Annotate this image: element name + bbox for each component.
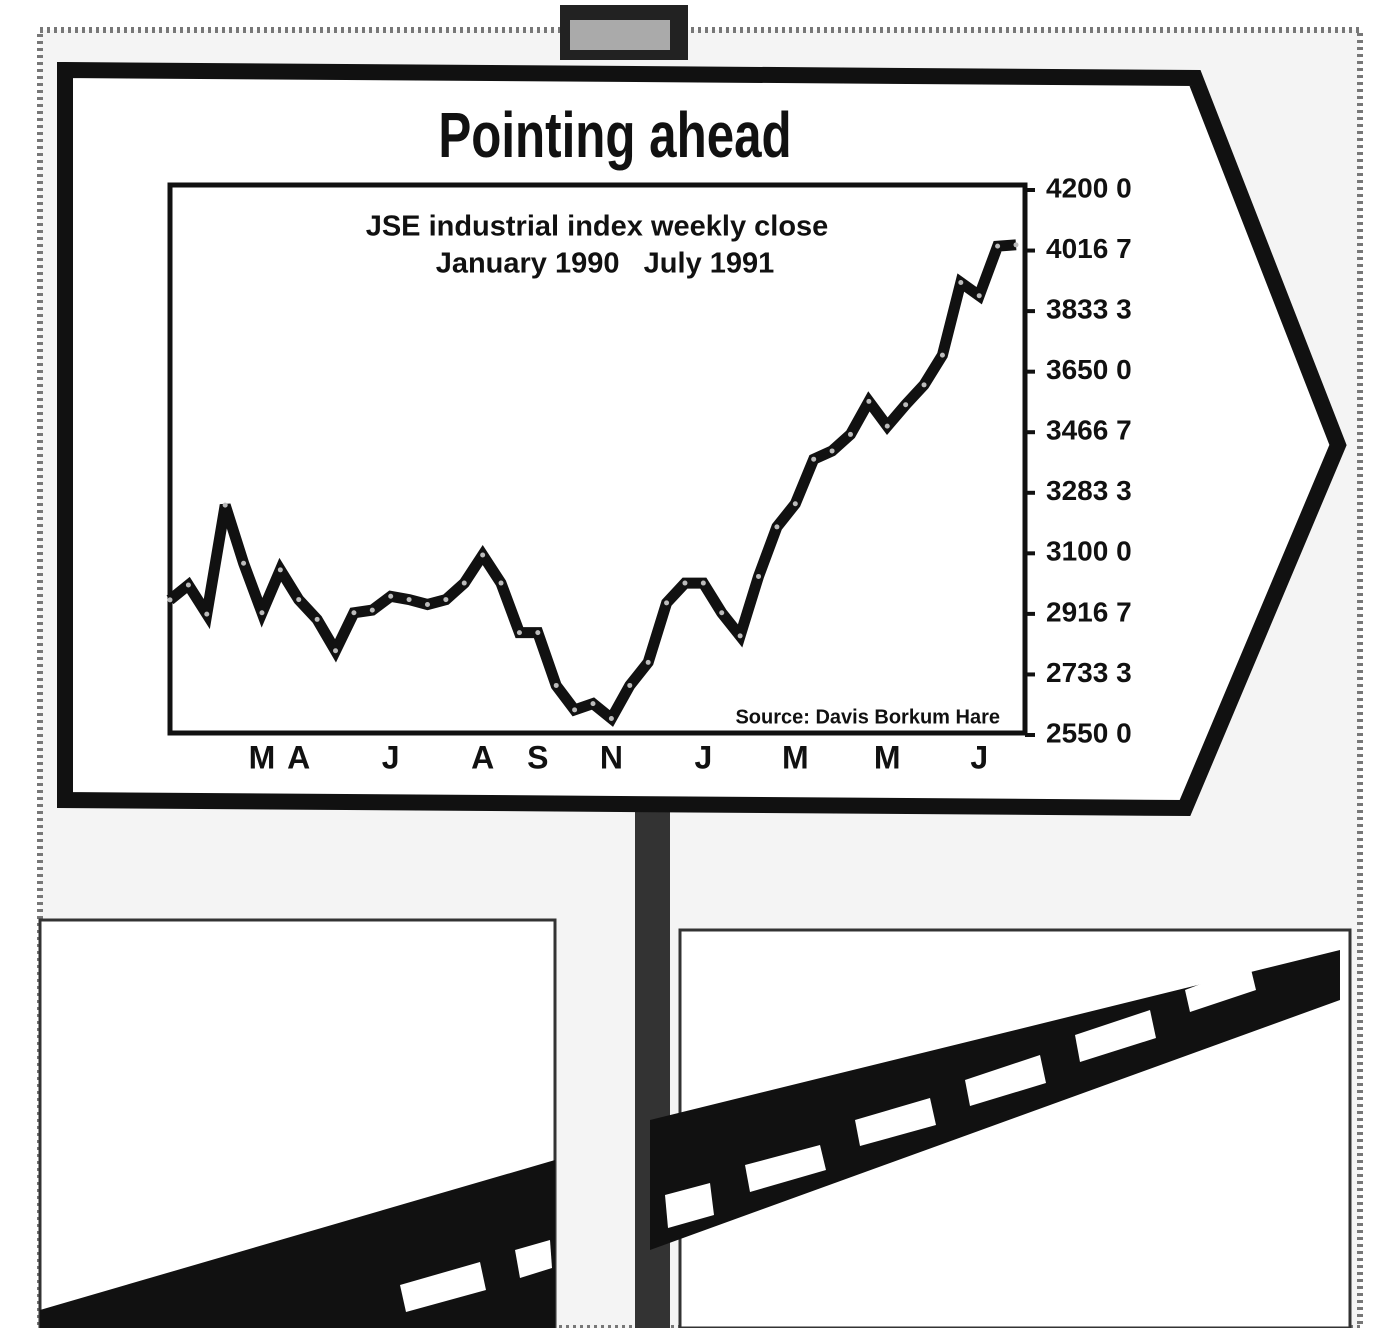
point: [296, 597, 301, 602]
point: [866, 399, 871, 404]
point: [168, 597, 173, 602]
point: [719, 610, 724, 615]
point: [443, 597, 448, 602]
x-tick-label: S: [527, 739, 548, 775]
point: [977, 293, 982, 298]
y-tick-label: 3100 0: [1046, 536, 1132, 567]
x-tick-label: J: [382, 739, 400, 775]
point: [774, 524, 779, 529]
y-tick-label: 2733 3: [1046, 657, 1132, 688]
point: [609, 716, 614, 721]
point: [885, 424, 890, 429]
point: [793, 501, 798, 506]
point: [535, 630, 540, 635]
point: [499, 581, 504, 586]
point: [572, 707, 577, 712]
point: [241, 561, 246, 566]
point: [480, 552, 485, 557]
point: [701, 581, 706, 586]
chart: Pointing ahead JSE industrial index week…: [0, 0, 1374, 1328]
point: [848, 432, 853, 437]
point: [682, 581, 687, 586]
point: [591, 701, 596, 706]
point: [370, 608, 375, 613]
point: [627, 683, 632, 688]
point: [995, 244, 1000, 249]
point: [388, 594, 393, 599]
x-tick-label: J: [694, 739, 712, 775]
x-tick-label: A: [471, 739, 494, 775]
point: [958, 280, 963, 285]
x-tick-label: J: [970, 739, 988, 775]
point: [351, 610, 356, 615]
x-tick-label: A: [287, 739, 310, 775]
point: [333, 648, 338, 653]
point: [223, 503, 228, 508]
x-tick-label: M: [249, 739, 276, 775]
point: [462, 581, 467, 586]
point: [554, 683, 559, 688]
point: [407, 597, 412, 602]
point: [756, 574, 761, 579]
x-tick-label: M: [874, 739, 901, 775]
point: [315, 617, 320, 622]
y-tick-label: 3650 0: [1046, 354, 1132, 385]
y-tick-label: 4200 0: [1046, 172, 1132, 203]
chart-title: Pointing ahead: [438, 100, 791, 172]
point: [903, 402, 908, 407]
y-tick-label: 2916 7: [1046, 596, 1132, 627]
y-tick-label: 3466 7: [1046, 415, 1132, 446]
point: [186, 583, 191, 588]
chart-subtitle: JSE industrial index weekly close: [366, 211, 829, 243]
y-tick-label: 2550 0: [1046, 717, 1132, 748]
x-tick-label: N: [600, 739, 623, 775]
point: [259, 610, 264, 615]
point: [830, 448, 835, 453]
point: [664, 600, 669, 605]
point: [204, 612, 209, 617]
y-tick-label: 3833 3: [1046, 294, 1132, 325]
x-tick-label: M: [782, 739, 809, 775]
point: [425, 602, 430, 607]
point: [811, 457, 816, 462]
y-tick-label: 3283 3: [1046, 475, 1132, 506]
point: [922, 382, 927, 387]
point: [940, 353, 945, 358]
point: [646, 660, 651, 665]
y-tick-label: 4016 7: [1046, 233, 1132, 264]
point: [517, 630, 522, 635]
chart-subtitle: January 1990 July 1991: [436, 248, 775, 280]
source-note: Source: Davis Borkum Hare: [735, 706, 1000, 728]
point: [278, 567, 283, 572]
point: [738, 633, 743, 638]
point: [1014, 242, 1019, 247]
